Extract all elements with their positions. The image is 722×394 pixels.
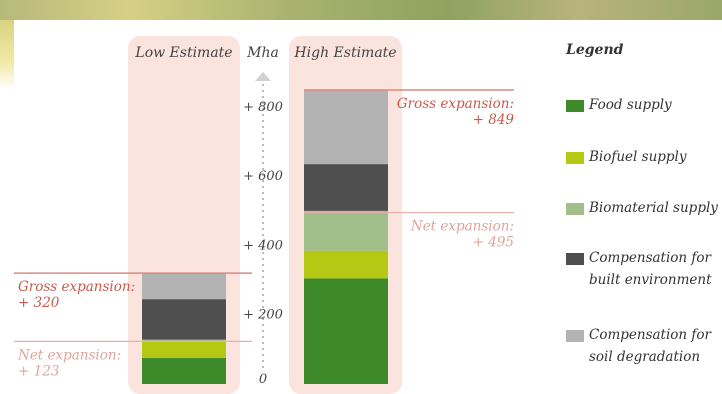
background-photo-edge xyxy=(0,20,14,90)
net-expansion-value-low: + 123 xyxy=(18,363,59,379)
gross-expansion-label-low: Gross expansion: xyxy=(18,279,135,295)
legend-label-biomaterial: Biomaterial supply xyxy=(589,200,718,216)
net-expansion-label-high: Net expansion: xyxy=(410,219,514,235)
legend-swatch-soil-degradation xyxy=(566,330,584,342)
legend-swatch-biomaterial xyxy=(566,203,584,215)
net-expansion-value-high: + 495 xyxy=(473,235,514,251)
gross-expansion-value-high: + 849 xyxy=(473,112,515,128)
legend-swatch-biofuel xyxy=(566,152,584,164)
net-expansion-label-low: Net expansion: xyxy=(17,347,121,363)
y-axis-title: Mha xyxy=(246,45,279,61)
gross-expansion-value-low: + 320 xyxy=(18,295,60,311)
legend-label-biofuel: Biofuel supply xyxy=(589,149,687,165)
bar-segment-high-food-supply xyxy=(304,278,388,384)
legend-label-soil-degradation: Compensation for soil degradation xyxy=(589,327,711,365)
bar-segment-high-biomaterial-supply xyxy=(304,210,388,251)
y-tick-label: + 600 xyxy=(243,169,283,184)
bar-segment-low-biomaterial-supply xyxy=(142,339,226,342)
gross-expansion-label-high: Gross expansion: xyxy=(397,96,514,112)
y-tick-label: 0 xyxy=(259,372,267,387)
y-tick-label: + 200 xyxy=(243,308,283,323)
legend-label-built-environment: Compensation for built environment xyxy=(589,250,712,288)
bar-segment-low-biofuel-supply xyxy=(142,341,226,359)
legend-label-food: Food supply xyxy=(589,97,672,113)
bar-segment-low-compensation-for-built-environment xyxy=(142,299,226,340)
y-tick-label: + 400 xyxy=(243,238,283,253)
bar-segment-low-food-supply xyxy=(142,358,226,384)
legend-swatch-food xyxy=(566,100,584,112)
background-photo-strip xyxy=(0,0,722,20)
column-title-low: Low Estimate xyxy=(134,45,232,61)
bar-segment-high-compensation-for-built-environment xyxy=(304,164,388,211)
bar-segment-high-biofuel-supply xyxy=(304,250,388,279)
bar-segment-low-compensation-for-soil-degradation xyxy=(142,273,226,300)
legend-title: Legend xyxy=(566,42,624,58)
legend-swatch-built-environment xyxy=(566,253,584,265)
column-title-high: High Estimate xyxy=(293,45,396,61)
bar-segment-high-compensation-for-soil-degradation xyxy=(304,90,388,165)
y-axis-arrow xyxy=(255,72,271,81)
y-tick-label: + 800 xyxy=(243,100,283,115)
